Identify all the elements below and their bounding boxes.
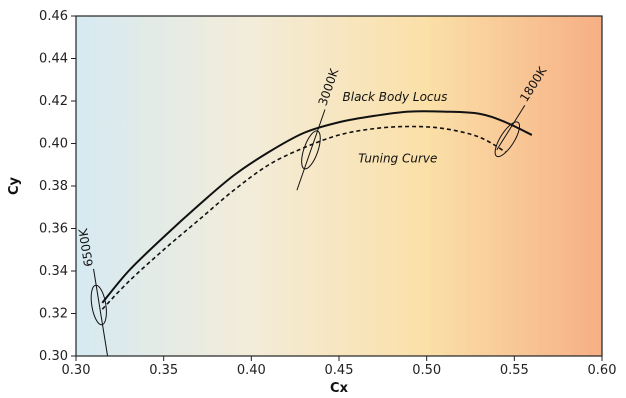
x-tick-label-2: 0.40 (237, 363, 266, 378)
plot-background (76, 16, 602, 356)
y-tick-label-5: 0.40 (39, 137, 68, 152)
annotation-0: Black Body Locus (343, 90, 448, 104)
x-tick-label-4: 0.50 (412, 363, 441, 378)
x-tick-label-1: 0.35 (149, 363, 178, 378)
annotation-1: Tuning Curve (358, 152, 437, 166)
y-tick-label-7: 0.44 (39, 52, 68, 67)
y-tick-label-6: 0.42 (39, 94, 68, 109)
y-tick-label-3: 0.36 (39, 222, 68, 237)
x-tick-label-3: 0.45 (325, 363, 354, 378)
y-tick-label-8: 0.46 (39, 9, 68, 24)
y-tick-label-0: 0.30 (39, 349, 68, 364)
x-tick-label-6: 0.60 (588, 363, 617, 378)
y-tick-label-1: 0.32 (39, 307, 68, 322)
y-tick-label-2: 0.34 (39, 264, 68, 279)
y-axis-label: Cy (7, 176, 22, 195)
x-tick-label-0: 0.30 (62, 363, 91, 378)
x-tick-label-5: 0.55 (500, 363, 529, 378)
x-axis-label: Cx (330, 381, 349, 396)
y-tick-label-4: 0.38 (39, 179, 68, 194)
